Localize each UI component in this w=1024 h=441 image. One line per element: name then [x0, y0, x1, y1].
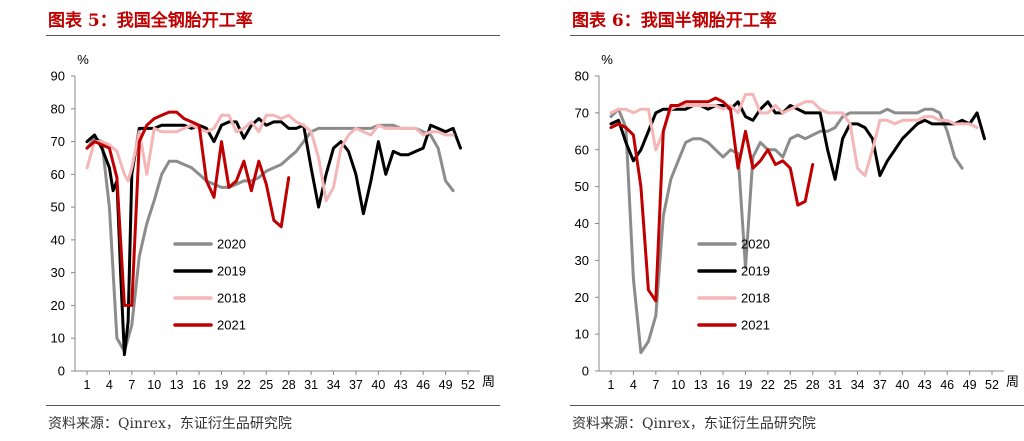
- y-tick-label: 40: [51, 232, 65, 247]
- x-tick-label: 52: [461, 378, 475, 392]
- chart-title: 图表 6：我国半钢胎开工率: [572, 11, 777, 31]
- x-tick-label: 25: [783, 378, 797, 392]
- x-tick-label: 7: [128, 378, 135, 392]
- y-unit-label: %: [77, 52, 89, 67]
- y-tick-label: 60: [51, 167, 65, 182]
- y-tick-label: 50: [51, 200, 65, 215]
- x-unit-label: 周: [1006, 374, 1019, 389]
- chart-panel-1: 图表 5：我国全钢胎开工率 % 周 0 10 20 30 40 50 60 70 80 90 1 4 7 10…: [0, 0, 500, 441]
- x-tick-label: 37: [873, 378, 887, 392]
- x-tick-label: 25: [259, 378, 273, 392]
- x-tick-label: 28: [806, 378, 820, 392]
- y-tick-label: 50: [575, 179, 589, 194]
- chart-panel-2: 图表 6：我国半钢胎开工率 % 周 0 10 20 30 40 50 60 70 80 1 4 7 10 13…: [524, 0, 1024, 441]
- x-tick-label: 37: [349, 378, 363, 392]
- legend-label-2020: 2020: [741, 237, 770, 252]
- x-tick-label: 1: [84, 378, 91, 392]
- title-rule: [570, 35, 1024, 36]
- x-tick-label: 43: [918, 378, 932, 392]
- title-rule: [46, 35, 500, 36]
- y-tick-label: 90: [51, 69, 65, 84]
- y-tick-label: 0: [58, 364, 65, 379]
- line-chart: % 周 0 10 20 30 40 50 60 70 80 1 4 7 10 13 16 19 22 25 28 31 34…: [575, 52, 1019, 392]
- chart-title: 图表 5：我国全钢胎开工率: [48, 11, 253, 31]
- x-tick-label: 31: [828, 378, 842, 392]
- y-tick-label: 40: [575, 216, 589, 231]
- source-note: 资料来源：Qinrex，东证衍生品研究院: [48, 416, 292, 432]
- series-line-2018: [609, 92, 979, 178]
- legend-label-2018: 2018: [741, 291, 770, 306]
- x-tick-label: 43: [394, 378, 408, 392]
- series-line-2020: [609, 107, 964, 355]
- line-chart: % 周 0 10 20 30 40 50 60 70 80 90 1 4 7 10 13 16 19 22 25 28 31…: [51, 52, 495, 392]
- x-tick-label: 19: [739, 378, 753, 392]
- x-tick-label: 40: [895, 378, 909, 392]
- y-tick-label: 30: [575, 253, 589, 268]
- x-tick-label: 22: [761, 378, 775, 392]
- x-tick-label: 4: [630, 378, 637, 392]
- x-tick-label: 31: [304, 378, 318, 392]
- x-tick-label: 1: [608, 378, 615, 392]
- y-tick-label: 70: [575, 105, 589, 120]
- x-tick-label: 10: [671, 378, 685, 392]
- series-line-2021: [85, 110, 291, 307]
- x-tick-label: 28: [282, 378, 296, 392]
- y-tick-label: 80: [575, 69, 589, 84]
- y-tick-label: 80: [51, 101, 65, 116]
- x-tick-label: 46: [416, 378, 430, 392]
- y-tick-label: 20: [51, 298, 65, 313]
- x-tick-label: 13: [170, 378, 184, 392]
- y-unit-label: %: [601, 52, 613, 67]
- x-tick-label: 40: [371, 378, 385, 392]
- x-tick-label: 4: [106, 378, 113, 392]
- legend-label-2021: 2021: [217, 318, 246, 333]
- legend-label-2019: 2019: [741, 264, 770, 279]
- y-tick-label: 70: [51, 134, 65, 149]
- series-line-2021: [609, 96, 815, 303]
- x-tick-label: 22: [237, 378, 251, 392]
- y-tick-label: 10: [51, 331, 65, 346]
- x-tick-label: 34: [851, 378, 865, 392]
- x-tick-label: 46: [940, 378, 954, 392]
- x-tick-label: 7: [652, 378, 659, 392]
- series-line-2018: [85, 113, 455, 203]
- x-tick-label: 13: [694, 378, 708, 392]
- x-tick-label: 34: [327, 378, 341, 392]
- legend-label-2019: 2019: [217, 264, 246, 279]
- x-tick-label: 10: [147, 378, 161, 392]
- x-tick-label: 19: [215, 378, 229, 392]
- y-tick-label: 0: [582, 364, 589, 379]
- source-rule: [570, 405, 1024, 406]
- x-tick-label: 52: [985, 378, 999, 392]
- series-line-2020: [85, 123, 455, 353]
- y-tick-label: 20: [575, 290, 589, 305]
- x-unit-label: 周: [482, 374, 495, 389]
- y-tick-label: 30: [51, 265, 65, 280]
- x-tick-label: 16: [192, 378, 206, 392]
- y-tick-label: 60: [575, 142, 589, 157]
- legend-label-2020: 2020: [217, 237, 246, 252]
- x-tick-label: 16: [716, 378, 730, 392]
- x-tick-label: 49: [439, 378, 453, 392]
- source-note: 资料来源：Qinrex，东证衍生品研究院: [572, 416, 816, 432]
- legend-label-2018: 2018: [217, 291, 246, 306]
- y-tick-label: 10: [575, 327, 589, 342]
- legend-label-2021: 2021: [741, 318, 770, 333]
- x-tick-label: 49: [963, 378, 977, 392]
- source-rule: [46, 405, 500, 406]
